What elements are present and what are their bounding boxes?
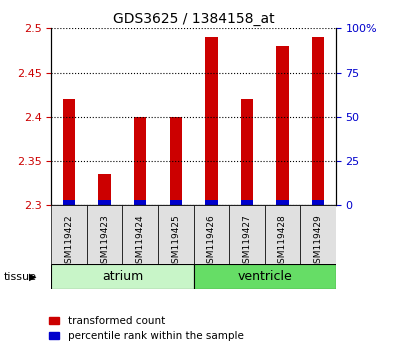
Bar (276, 46, 289, 205)
Bar (205, 37, 218, 205)
Text: ventricle: ventricle (237, 270, 292, 282)
Text: GSM119427: GSM119427 (243, 214, 251, 269)
Text: GSM119422: GSM119422 (65, 214, 73, 269)
Text: GSM119426: GSM119426 (207, 214, 216, 269)
Text: GSM119428: GSM119428 (278, 214, 287, 269)
Bar (63, 200, 75, 205)
Bar (205, 200, 218, 205)
Bar (194, 205, 229, 264)
Bar (98, 200, 111, 205)
Bar (241, 200, 253, 205)
Bar (241, 99, 253, 205)
Bar (134, 200, 147, 205)
Bar (265, 205, 300, 264)
Bar (158, 205, 194, 264)
Bar (312, 37, 324, 205)
Text: atrium: atrium (102, 270, 143, 282)
Bar (134, 117, 147, 205)
Legend: transformed count, percentile rank within the sample: transformed count, percentile rank withi… (45, 312, 248, 345)
Bar (63, 99, 75, 205)
Bar (300, 205, 336, 264)
Text: GSM119425: GSM119425 (171, 214, 180, 269)
Bar (51, 264, 194, 289)
Bar (194, 264, 336, 289)
Bar (51, 205, 87, 264)
Text: GSM119423: GSM119423 (100, 214, 109, 269)
Bar (276, 200, 289, 205)
Bar (122, 205, 158, 264)
Bar (169, 200, 182, 205)
Text: tissue: tissue (4, 272, 37, 282)
Bar (169, 117, 182, 205)
Bar (87, 205, 122, 264)
Text: GSM119429: GSM119429 (314, 214, 322, 269)
Bar (229, 205, 265, 264)
Text: ▶: ▶ (29, 272, 36, 282)
Text: GSM119424: GSM119424 (136, 214, 145, 269)
Title: GDS3625 / 1384158_at: GDS3625 / 1384158_at (113, 12, 275, 26)
Bar (312, 200, 324, 205)
Bar (98, 174, 111, 205)
